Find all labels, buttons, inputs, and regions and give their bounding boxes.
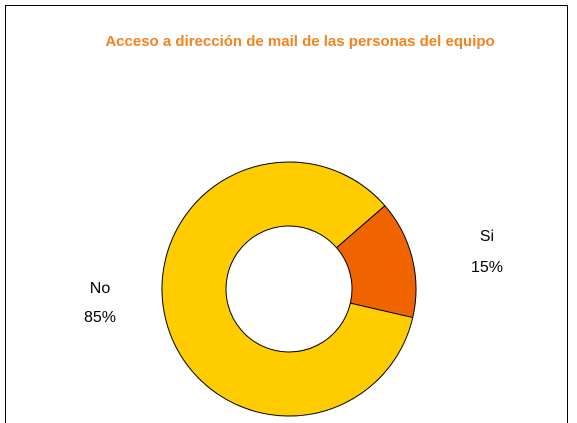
chart-title: Acceso a dirección de mail de las person… [105,33,495,50]
slice-value-label: 85% [84,309,116,326]
donut-slice [161,161,414,417]
slice-label: Si [480,228,494,245]
slice-value-label: 15% [471,259,503,276]
slice-label: No [90,280,111,297]
chart-border [5,5,568,423]
